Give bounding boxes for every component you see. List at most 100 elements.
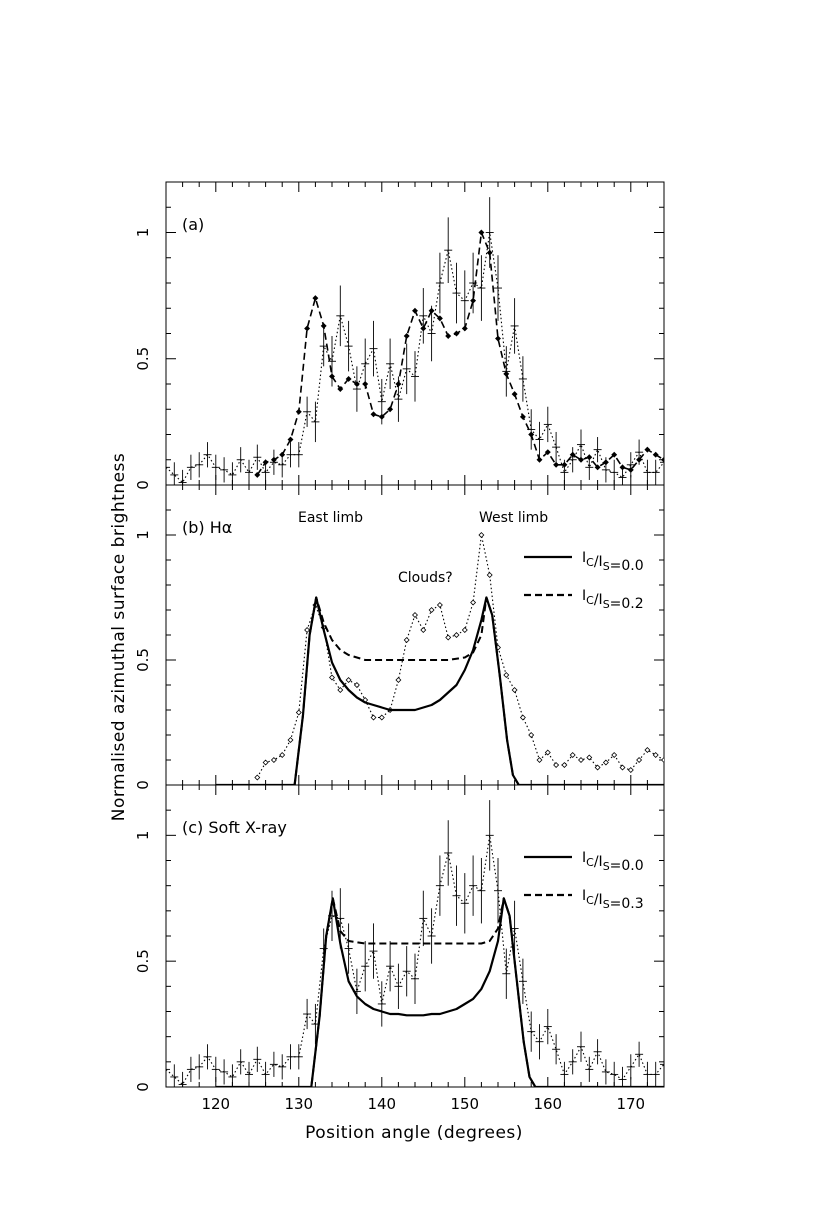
x-tick-label: 150 bbox=[450, 1095, 479, 1113]
series-line-2 bbox=[215, 897, 664, 1087]
data-point bbox=[287, 436, 294, 443]
panel-data bbox=[166, 800, 664, 1087]
data-point bbox=[470, 599, 477, 606]
x-tick-label: 170 bbox=[616, 1095, 645, 1113]
panel-frame bbox=[165, 181, 665, 486]
panel-data bbox=[215, 532, 664, 785]
legend-label-part: =0.0 bbox=[610, 858, 644, 874]
data-point bbox=[329, 373, 335, 380]
data-point bbox=[470, 297, 477, 304]
data-point bbox=[362, 381, 369, 387]
legend-entry-solid: IC/IS=0.0 bbox=[524, 550, 644, 574]
legend-label-part: C bbox=[586, 894, 594, 907]
panel-label: (b) Hα bbox=[182, 518, 232, 537]
y-tick-label: 0 bbox=[134, 780, 152, 790]
data-point bbox=[636, 456, 643, 463]
data-point bbox=[553, 461, 560, 468]
data-point bbox=[652, 752, 659, 758]
data-point bbox=[578, 757, 584, 763]
data-point bbox=[478, 229, 485, 236]
data-point bbox=[279, 451, 286, 458]
y-tick-label: 0.5 bbox=[134, 648, 152, 672]
data-point bbox=[337, 386, 344, 393]
data-point bbox=[569, 451, 576, 458]
data-point bbox=[536, 456, 543, 463]
data-point bbox=[652, 451, 659, 458]
data-point bbox=[387, 406, 394, 413]
panel-frame bbox=[165, 484, 665, 786]
legend-label-part: =0.3 bbox=[610, 896, 644, 912]
data-point bbox=[279, 752, 286, 758]
data-point bbox=[544, 749, 551, 756]
series-line-1 bbox=[215, 596, 664, 785]
y-tick-label: 1 bbox=[134, 228, 152, 238]
data-point bbox=[453, 330, 460, 337]
data-point bbox=[445, 634, 452, 641]
data-point bbox=[627, 767, 634, 773]
x-tick-label: 160 bbox=[533, 1095, 562, 1113]
data-point bbox=[602, 759, 609, 766]
panel-a: 0 0.5 1 (a) bbox=[134, 181, 665, 490]
series-line-0 bbox=[256, 534, 664, 778]
legend-label-part: /I bbox=[594, 854, 603, 870]
data-point bbox=[594, 764, 601, 771]
data-point bbox=[254, 774, 261, 781]
data-point bbox=[503, 370, 510, 377]
panel-b: 00.51 (b) Hα East limb West limbClouds?IC/I… bbox=[134, 484, 665, 790]
data-point bbox=[395, 381, 402, 387]
annotation: West limb bbox=[479, 510, 548, 526]
data-point bbox=[378, 413, 385, 420]
annotation: Clouds? bbox=[398, 570, 453, 586]
legend-label-part: =0.2 bbox=[610, 596, 644, 612]
data-point bbox=[511, 687, 518, 693]
data-point bbox=[561, 461, 568, 468]
legend-label-part: C bbox=[586, 856, 594, 869]
data-point bbox=[287, 737, 294, 743]
legend-entry-solid: IC/IS=0.0 bbox=[524, 850, 644, 874]
data-point bbox=[519, 413, 526, 420]
data-point bbox=[353, 682, 360, 688]
legend-label: IC/IS=0.3 bbox=[582, 888, 644, 912]
legend-label-part: /I bbox=[594, 892, 603, 908]
data-point bbox=[602, 459, 609, 466]
data-point bbox=[445, 333, 452, 339]
x-tick-label: 130 bbox=[284, 1095, 313, 1113]
data-point bbox=[345, 375, 352, 382]
data-point bbox=[503, 672, 510, 678]
y-axis-label: Normalised azimuthal surface brightness bbox=[109, 453, 129, 822]
data-point bbox=[536, 757, 543, 763]
legend-label: IC/IS=0.0 bbox=[582, 550, 644, 574]
legend-label-part: S bbox=[603, 898, 610, 911]
data-point bbox=[412, 612, 418, 618]
legend-label: IC/IS=0.0 bbox=[582, 850, 644, 874]
data-point bbox=[428, 307, 435, 314]
legend-label-part: =0.0 bbox=[610, 558, 644, 574]
data-point bbox=[304, 627, 311, 633]
legend-entry-dashed: IC/IS=0.3 bbox=[524, 888, 644, 912]
data-point bbox=[661, 456, 664, 463]
legend-entry-dashed: IC/IS=0.2 bbox=[524, 588, 644, 612]
data-point bbox=[420, 325, 427, 332]
data-point bbox=[345, 677, 352, 683]
data-point bbox=[428, 607, 435, 613]
data-point bbox=[320, 322, 327, 329]
data-point bbox=[611, 752, 618, 758]
data-point bbox=[353, 381, 360, 387]
data-point bbox=[436, 602, 443, 608]
legend-label-part: /I bbox=[594, 554, 603, 570]
data-point bbox=[254, 471, 261, 478]
data-point bbox=[544, 449, 551, 456]
y-tick-label: 0.5 bbox=[134, 347, 152, 371]
data-point bbox=[528, 431, 535, 438]
data-point bbox=[644, 446, 651, 453]
legend-label-part: I bbox=[582, 550, 586, 566]
panel-data bbox=[166, 197, 664, 485]
legend-label-part: S bbox=[603, 860, 610, 873]
data-point bbox=[436, 315, 443, 322]
data-point bbox=[295, 408, 302, 415]
data-point bbox=[329, 674, 335, 681]
data-point bbox=[312, 295, 319, 302]
series-line-1 bbox=[215, 897, 664, 1087]
